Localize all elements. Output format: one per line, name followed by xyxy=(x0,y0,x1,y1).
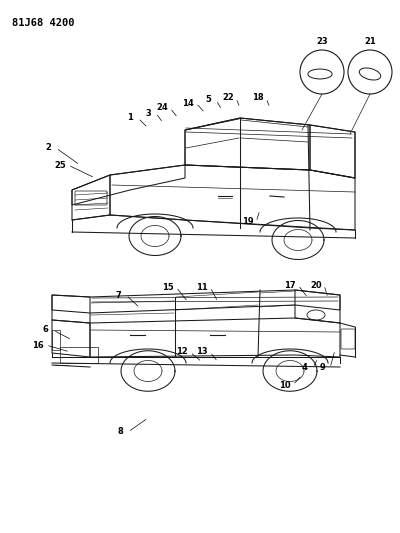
Text: 11: 11 xyxy=(196,282,208,292)
Text: 14: 14 xyxy=(182,99,194,108)
Text: 18: 18 xyxy=(252,93,264,102)
Text: 17: 17 xyxy=(284,280,296,289)
Text: 6: 6 xyxy=(42,326,48,335)
Text: 15: 15 xyxy=(162,282,174,292)
Text: 81J68 4200: 81J68 4200 xyxy=(12,18,74,28)
Text: 19: 19 xyxy=(242,217,254,227)
Text: 1: 1 xyxy=(127,114,133,123)
Text: 24: 24 xyxy=(156,103,168,112)
Text: 13: 13 xyxy=(196,348,208,357)
Text: 2: 2 xyxy=(45,143,51,152)
Text: 21: 21 xyxy=(364,37,376,46)
Text: 22: 22 xyxy=(222,93,234,102)
Bar xyxy=(60,347,98,363)
Text: 16: 16 xyxy=(32,341,44,350)
Text: 10: 10 xyxy=(279,381,291,390)
Text: 3: 3 xyxy=(145,109,151,117)
Text: 20: 20 xyxy=(310,280,322,289)
Text: 23: 23 xyxy=(316,37,328,46)
Bar xyxy=(52,330,60,350)
Text: 8: 8 xyxy=(117,427,123,437)
Text: 7: 7 xyxy=(115,290,121,300)
Text: 5: 5 xyxy=(205,95,211,104)
Text: 9: 9 xyxy=(319,364,325,373)
Text: 12: 12 xyxy=(176,348,188,357)
Text: 4: 4 xyxy=(302,364,308,373)
Text: 25: 25 xyxy=(54,160,66,169)
